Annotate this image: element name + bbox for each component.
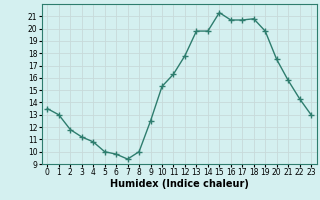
X-axis label: Humidex (Indice chaleur): Humidex (Indice chaleur) (110, 179, 249, 189)
